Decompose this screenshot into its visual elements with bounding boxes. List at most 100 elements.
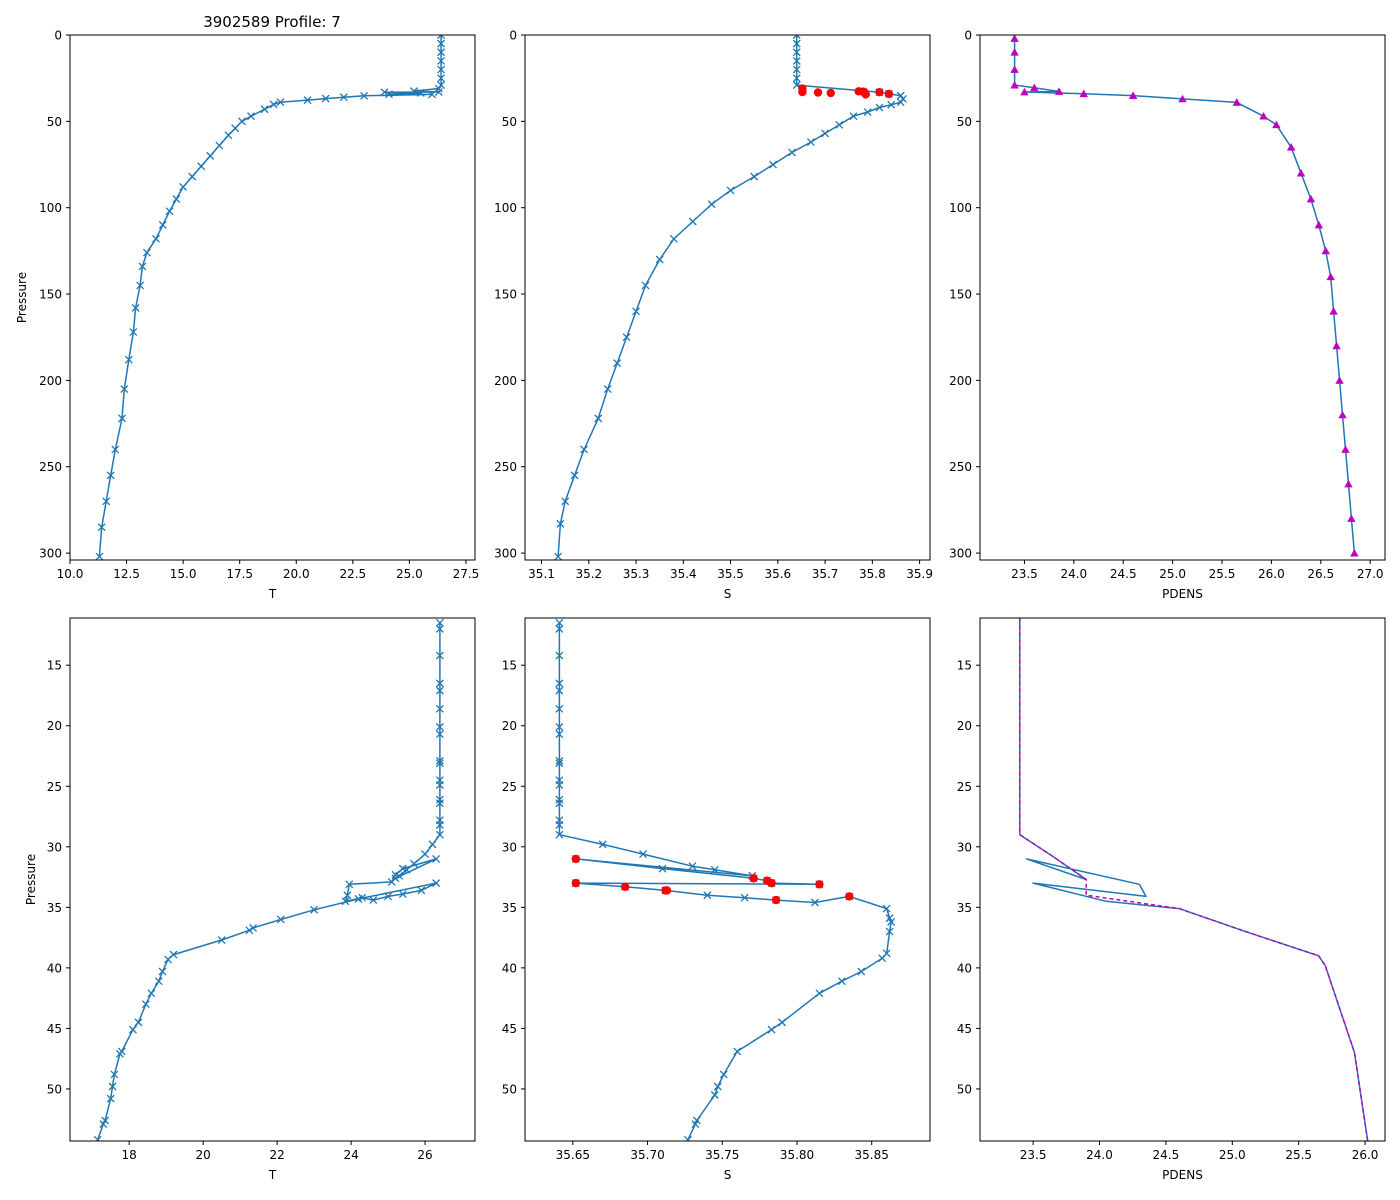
panel-top-right-series-0-point-1 <box>1010 48 1019 56</box>
panel-top-left-ytick-label-1: 50 <box>47 115 62 129</box>
panel-top-right-ytick-label-3: 150 <box>949 288 972 302</box>
panel-bottom-left-series-0-point-0 <box>435 618 444 627</box>
panel-bottom-middle-xlabel: S <box>724 1168 732 1182</box>
panel-top-right-series-0-point-19 <box>1329 307 1338 315</box>
panel-bottom-middle-series-0-point-53 <box>683 1135 692 1141</box>
panel-top-right-frame <box>979 34 1386 561</box>
panel-bottom-middle-plot-area <box>555 618 896 1141</box>
panel-top-middle-series-0-point-29 <box>622 333 631 342</box>
panel-bottom-middle-series-0-point-16 <box>555 830 564 839</box>
panel-bottom-middle-series-0-line <box>558 622 892 1141</box>
panel-top-left-series-0-point-26 <box>206 151 215 160</box>
panel-top-left-series-0-point-34 <box>142 248 151 257</box>
panel-bottom-middle-series-1-point-9 <box>771 895 781 905</box>
panel-bottom-left-series-0-point-51 <box>115 1049 124 1058</box>
panel-top-left-series-0-line <box>98 35 442 557</box>
panel-top-left-series-0-point-46 <box>95 552 104 560</box>
panel-bottom-left-series-0-point-48 <box>134 1018 143 1027</box>
panel-top-left-series-0-point-9 <box>434 88 443 96</box>
panel-top-right-series-0-point-24 <box>1344 479 1353 488</box>
panel-bottom-middle-series-1-point-10 <box>845 892 854 901</box>
panel-bottom-left-series-0-point-53 <box>108 1082 117 1091</box>
panel-top-left-series-0-point-3 <box>437 56 446 65</box>
panel-bottom-middle-series-0-point-1 <box>555 624 564 633</box>
panel-top-middle-series-0-point-12 <box>887 100 896 109</box>
panel-top-left-xtick-label-3: 17.5 <box>226 567 253 581</box>
panel-top-left-xtick-label-5: 22.5 <box>339 567 366 581</box>
panel-top-left-series-0-point-2 <box>437 48 446 57</box>
panel-top-right-series-0-point-22 <box>1338 410 1347 419</box>
panel-bottom-left-ytick-label-3: 30 <box>47 840 62 854</box>
panel-bottom-right-xtick-label-3: 25.0 <box>1219 1148 1246 1162</box>
panel-bottom-middle-ytick-label-7: 50 <box>502 1082 517 1096</box>
panel-top-right-ytick-label-1: 50 <box>957 115 972 129</box>
panel-top-left-ytick-label-0: 0 <box>54 29 62 43</box>
figure-title: 3902589 Profile: 7 <box>203 13 341 31</box>
panel-bottom-middle-series-0-point-6 <box>555 722 564 731</box>
panel-bottom-left-series-0-point-13 <box>435 799 444 808</box>
panel-bottom-right-ytick-label-2: 25 <box>957 780 972 794</box>
panel-bottom-middle-series-0-point-20 <box>710 865 719 874</box>
panel-bottom-right-xtick-label-1: 24.0 <box>1086 1148 1113 1162</box>
panel-bottom-middle-xtick-label-3: 35.80 <box>780 1148 814 1162</box>
panel-top-left-series-0-point-19 <box>269 100 278 109</box>
panel-bottom-left-series-0-point-2 <box>435 651 444 660</box>
panel-top-middle: 35.1 35.2 35.3 35.4 35.5 35.6 35.7 35.8 35.9 0 50 1… <box>494 29 933 602</box>
panel-top-left-series-0-point-35 <box>138 262 147 271</box>
panel-top-right-series-0-point-11 <box>1259 111 1268 120</box>
panel-bottom-right: 23.5 24.0 24.5 25.0 25.5 26.0 15 20 25 30 35 40 45 50… <box>957 617 1386 1182</box>
panel-top-right-series-0-point-13 <box>1286 143 1296 151</box>
panel-top-left-series-0-point-43 <box>106 471 115 480</box>
panel-top-left-series-0-point-24 <box>224 131 233 140</box>
panel-top-middle-xtick-label-2: 35.3 <box>623 567 650 581</box>
panel-top-left-series-0-point-40 <box>120 385 129 393</box>
panel-top-left-series-0-point-20 <box>260 105 269 114</box>
panel-top-right-series-0-point-5 <box>1054 87 1064 95</box>
panel-bottom-left-series-0-point-33 <box>398 890 407 898</box>
panel-bottom-left-series-0-point-56 <box>99 1120 108 1129</box>
panel-top-right-xtick-label-6: 26.5 <box>1307 567 1334 581</box>
panel-bottom-middle-series-0-point-45 <box>778 1018 787 1027</box>
panel-bottom-right-frame <box>979 617 1386 1142</box>
panel-bottom-left-xtick-label-0: 18 <box>122 1148 137 1162</box>
panel-bottom-middle-series-0-point-47 <box>733 1047 742 1056</box>
panel-bottom-left-series-0-point-17 <box>428 840 437 849</box>
panel-bottom-left-series-0-point-52 <box>110 1070 119 1079</box>
panel-top-left-series-0-point-33 <box>152 234 160 243</box>
panel-bottom-middle-ytick-label-6: 45 <box>502 1022 517 1036</box>
panel-top-middle-series-0-line <box>557 35 904 557</box>
panel-top-middle-ytick-label-2: 100 <box>494 201 517 215</box>
panel-top-right-series-0-point-10 <box>1232 98 1242 106</box>
panel-bottom-middle-series-0-point-36 <box>882 904 891 913</box>
panel-top-middle-series-0-point-33 <box>580 445 589 454</box>
panel-top-right-xtick-label-5: 26.0 <box>1258 567 1285 581</box>
panel-bottom-left-series-0-point-11 <box>435 781 444 790</box>
panel-top-left-series-0-point-28 <box>188 172 197 181</box>
panel-bottom-right-ytick-label-0: 15 <box>957 659 972 673</box>
panel-bottom-middle: 35.65 35.70 35.75 35.80 35.85 15 20 25 30 35 40 45 5… <box>502 617 931 1182</box>
panel-bottom-middle-series-0-point-11 <box>555 781 564 790</box>
panel-bottom-middle-series-0-point-19 <box>688 862 697 871</box>
panel-bottom-left-series-0-point-37 <box>310 905 319 914</box>
panel-top-right-series-0-point-26 <box>1350 548 1359 557</box>
panel-bottom-left-series-0-point-18 <box>421 850 430 859</box>
panel-bottom-right-ytick-label-7: 50 <box>957 1082 972 1096</box>
panel-top-middle-series-1-point-8 <box>861 90 870 99</box>
panel-top-left-ytick-label-6: 300 <box>39 547 62 561</box>
panel-top-middle-series-0-point-13 <box>875 103 884 112</box>
panel-bottom-left-series-0-point-26 <box>387 877 396 886</box>
panel-bottom-left-ytick-label-6: 45 <box>47 1022 62 1036</box>
panel-bottom-middle-series-0-point-13 <box>555 799 564 808</box>
panel-bottom-left-series-0-point-12 <box>435 795 444 804</box>
panel-top-middle-series-1-point-7 <box>826 88 835 98</box>
panel-top-right-series-0-point-23 <box>1341 445 1350 453</box>
panel-top-right-series-0-point-6 <box>1020 87 1029 96</box>
panel-top-right-xtick-label-4: 25.5 <box>1209 567 1236 581</box>
panel-top-middle-series-0-point-11 <box>896 98 905 107</box>
panel-bottom-middle-xtick-label-0: 35.65 <box>556 1148 590 1162</box>
panel-bottom-left-series-0-point-25 <box>391 870 400 879</box>
panel-top-middle-series-0-point-4 <box>792 65 801 74</box>
panel-bottom-middle-series-1-point-6 <box>620 882 630 891</box>
panel-bottom-left: 18 20 22 24 26 15 20 25 30 35 40 45 50 T Pressure <box>24 617 476 1182</box>
